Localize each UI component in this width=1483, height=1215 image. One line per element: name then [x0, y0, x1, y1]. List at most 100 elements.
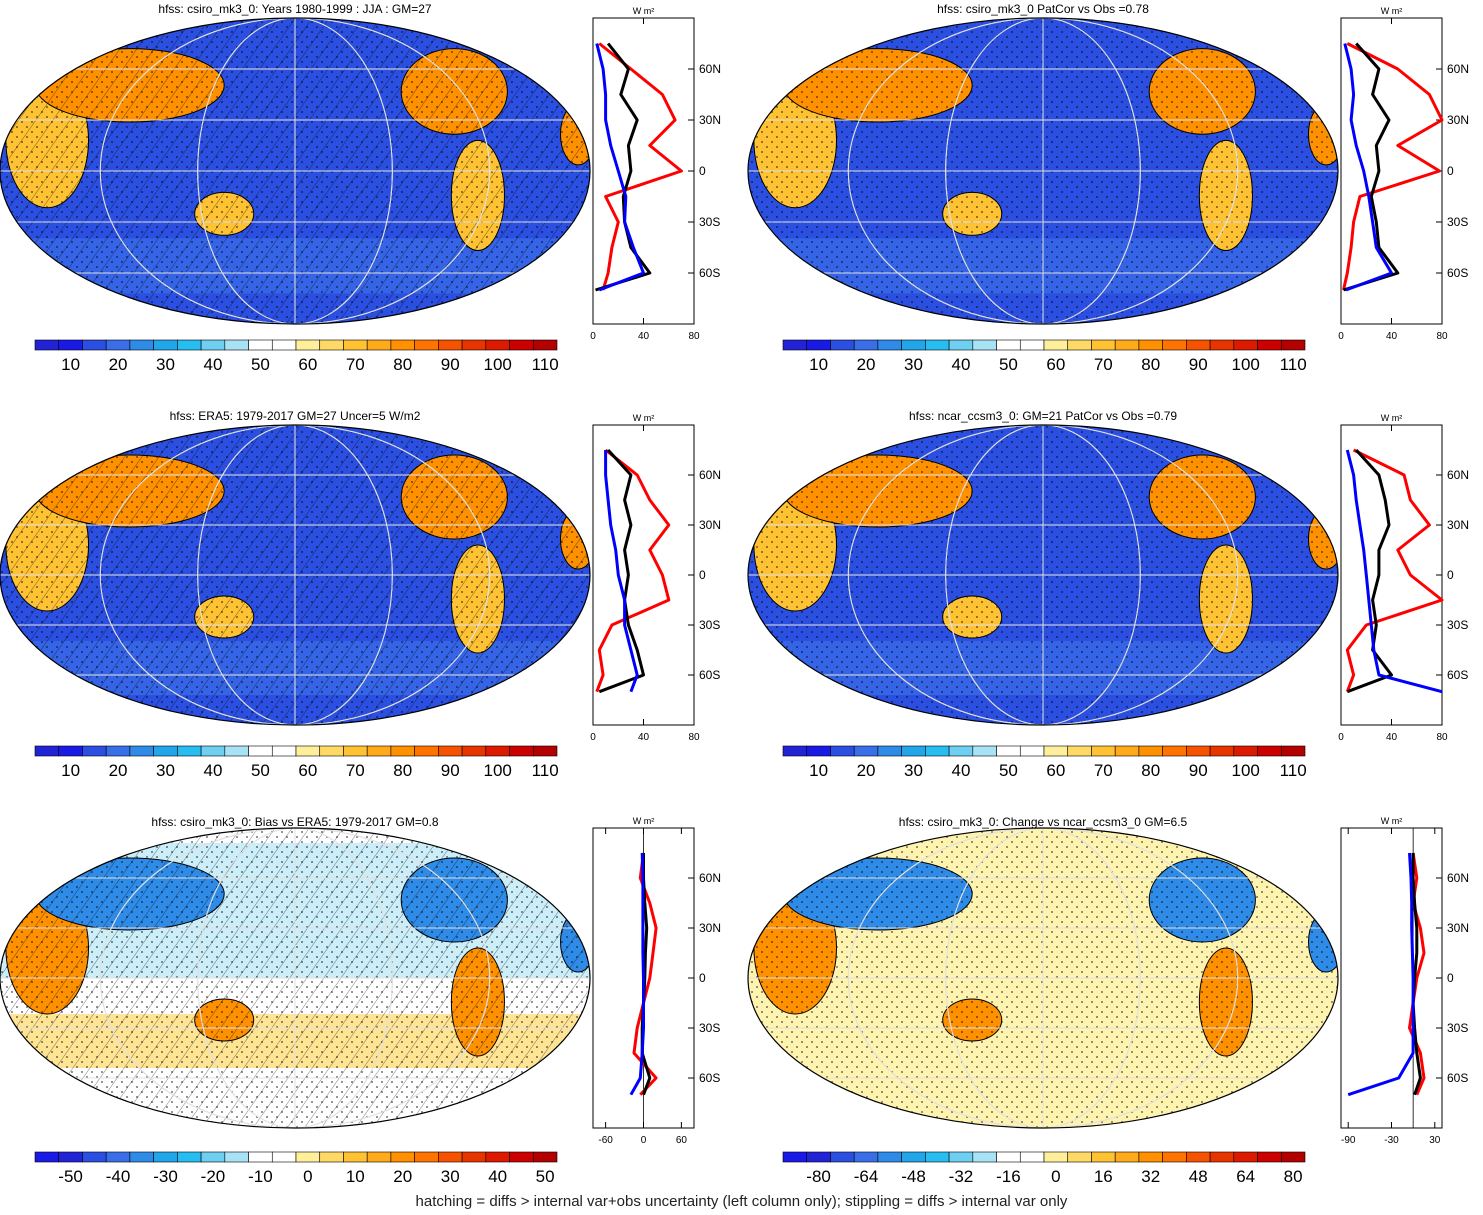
colorbar-label: 110: [532, 761, 559, 780]
colorbar-segment: [830, 339, 855, 351]
colorbar-segment: [1209, 339, 1235, 351]
profile-xtick-label: 80: [688, 732, 700, 743]
colorbar-label: -80: [806, 1167, 831, 1186]
colorbar-label: 110: [1280, 761, 1307, 780]
colorbar-segment: [1114, 339, 1140, 351]
colorbar-segment: [972, 1151, 997, 1163]
colorbar-segment: [1114, 745, 1140, 757]
colorbar-segment: [1114, 1151, 1140, 1163]
colorbar-label: 30: [441, 1167, 460, 1186]
profile-xtick-label: 30: [1429, 1135, 1441, 1146]
colorbar-segment: [414, 745, 439, 757]
map: [748, 828, 1338, 1128]
profile-lat-label: 60S: [1447, 266, 1468, 280]
colorbar-label: 0: [1051, 1167, 1060, 1186]
panel-title: hfss: csiro_mk3_0: Change vs ncar_ccsm3_…: [899, 815, 1188, 829]
profile-lat-label: 60N: [1447, 468, 1469, 482]
colorbar-segment: [1257, 745, 1282, 757]
colorbar-segment: [782, 339, 808, 351]
colorbar-segment: [1019, 745, 1045, 757]
gridline-lon: [197, 18, 393, 324]
colorbar-segment: [1043, 745, 1069, 757]
colorbar-label: 90: [441, 355, 460, 374]
colorbar-segment: [438, 745, 463, 757]
colorbar-segment: [390, 1151, 415, 1163]
profile-xtick-label: 0: [1338, 331, 1344, 342]
gridline-lon: [945, 18, 1141, 324]
colorbar-label: 70: [346, 355, 365, 374]
profile-xtick-label: 40: [638, 331, 650, 342]
panel-title: hfss: csiro_mk3_0: Years 1980-1999 : JJA…: [158, 2, 431, 16]
colorbar-segment: [1019, 339, 1045, 351]
profile-lat-label: 0: [699, 164, 706, 178]
colorbar-segment: [34, 745, 60, 757]
colorbar-segment: [1233, 1151, 1258, 1163]
colorbar-segment: [853, 339, 879, 351]
panel-2: hfss: csiro_mk3_0 PatCor vs Obs =0.78 10 2…: [747, 2, 1469, 374]
colorbar-label: 10: [61, 761, 80, 780]
colorbar-segment: [34, 339, 60, 351]
colorbar-label: 20: [857, 355, 876, 374]
profile-frame: [1340, 17, 1443, 325]
profile-lat-label: 30N: [1447, 921, 1469, 935]
profile-series-line: [598, 448, 645, 694]
profile-lat-label: 30N: [699, 113, 721, 127]
colorbar-segment: [177, 339, 202, 351]
colorbar-segment: [877, 745, 902, 757]
colorbar-segment: [200, 339, 226, 351]
footer-note: hatching = diffs > internal var+obs unce…: [415, 1193, 1068, 1210]
colorbar-segment: [1043, 1151, 1069, 1163]
panel-title: hfss: csiro_mk3_0: Bias vs ERA5: 1979-20…: [151, 815, 438, 829]
colorbar-segment: [782, 1151, 808, 1163]
colorbar-label: 20: [109, 355, 128, 374]
profile-series-line: [1345, 448, 1444, 693]
colorbar-segment: [877, 1151, 902, 1163]
colorbar-label: 80: [1141, 355, 1160, 374]
colorbar-segment: [782, 745, 808, 757]
colorbar-label: 90: [1189, 761, 1208, 780]
profile-lat-label: 60S: [1447, 1071, 1468, 1085]
colorbar-segment: [129, 339, 154, 351]
colorbar-label: 70: [1094, 761, 1113, 780]
colorbar-label: 100: [483, 761, 511, 780]
gridline-lon: [847, 18, 1239, 324]
map: [748, 425, 1338, 725]
profile-unit: W m²: [1381, 6, 1403, 16]
map: [0, 828, 590, 1128]
colorbar-label: 70: [346, 761, 365, 780]
colorbar-segment: [82, 1151, 107, 1163]
profile-xtick-label: -90: [1341, 1135, 1356, 1146]
profile-lat-label: 30S: [1447, 618, 1468, 632]
profile-unit: W m²: [1381, 413, 1403, 423]
colorbar-segment: [1162, 339, 1187, 351]
colorbar-segment: [1138, 745, 1163, 757]
colorbar-segment: [177, 745, 202, 757]
colorbar-segment: [319, 1151, 344, 1163]
colorbar-segment: [343, 339, 368, 351]
profile-xtick-label: 40: [638, 732, 650, 743]
colorbar-segment: [996, 1151, 1021, 1163]
profile-lat-label: 30S: [699, 1021, 720, 1035]
profile-lat-label: 30S: [699, 618, 720, 632]
colorbar-segment: [224, 339, 249, 351]
colorbar-segment: [224, 1151, 249, 1163]
colorbar-segment: [319, 745, 344, 757]
colorbar-segment: [485, 1151, 510, 1163]
colorbar-segment: [996, 339, 1021, 351]
colorbar-label: 16: [1094, 1167, 1113, 1186]
profile-lat-label: 60N: [699, 468, 721, 482]
profile-series-line: [1347, 852, 1415, 1097]
colorbar-label: -40: [106, 1167, 131, 1186]
colorbar-segment: [830, 1151, 855, 1163]
colorbar-segment: [129, 745, 154, 757]
gridline-lon: [945, 828, 1141, 1128]
colorbar-label: 10: [809, 355, 828, 374]
colorbar-segment: [105, 745, 131, 757]
colorbar-label: 90: [1189, 355, 1208, 374]
colorbar-label: 80: [1141, 761, 1160, 780]
colorbar-segment: [509, 745, 534, 757]
colorbar-label: 70: [1094, 355, 1113, 374]
colorbar-segment: [390, 339, 415, 351]
colorbar-label: 100: [1231, 761, 1259, 780]
colorbar-segment: [925, 339, 950, 351]
